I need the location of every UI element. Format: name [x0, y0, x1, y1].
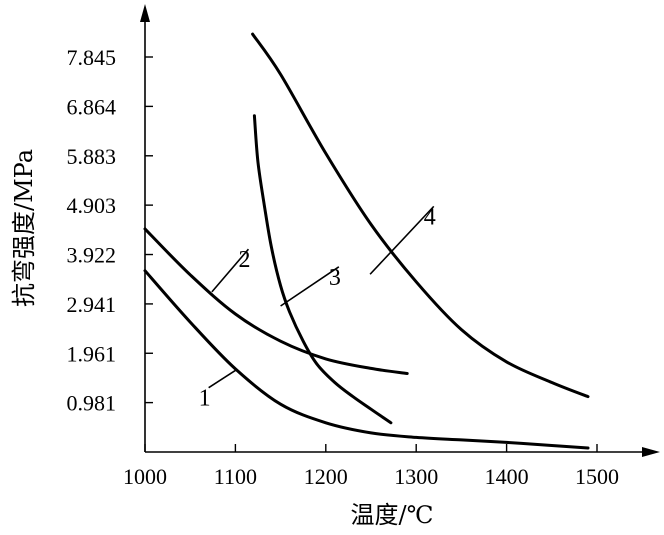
- curves: [143, 32, 590, 450]
- y-tick-label-5.883: 5.883: [67, 144, 117, 169]
- x-tick-label-1100: 1100: [214, 464, 257, 489]
- y-axis-title: 抗弯强度/MPa: [10, 149, 38, 307]
- leader-line-3: [280, 266, 340, 307]
- x-tick-label-1300: 1300: [394, 464, 438, 489]
- curve-label-3: 3: [329, 265, 341, 291]
- x-tick-label-1500: 1500: [575, 464, 619, 489]
- x-tick-label-1200: 1200: [304, 464, 348, 489]
- leader-line-1: [208, 369, 236, 389]
- curve-label-4: 4: [424, 204, 436, 230]
- y-tick-label-2.941: 2.941: [67, 292, 117, 317]
- curve-3: [252, 114, 393, 425]
- y-tick-label-6.864: 6.864: [67, 94, 117, 119]
- axis-ticks: 1000 1100 1200 1300 1400 1500 0.981 1.961 2.941 3…: [67, 45, 620, 489]
- y-axis-arrow: [140, 4, 150, 22]
- curve-labels: 1 2 3 4: [199, 204, 436, 411]
- y-tick-label-7.845: 7.845: [67, 45, 117, 70]
- x-axis-title: 温度/℃: [351, 501, 434, 529]
- leader-line-2: [211, 248, 250, 293]
- curve-2: [143, 227, 409, 375]
- x-tick-label-1400: 1400: [485, 464, 529, 489]
- y-tick-label-1.961: 1.961: [67, 341, 117, 366]
- curve-label-1: 1: [199, 386, 211, 412]
- curve-4: [251, 32, 590, 399]
- y-tick-label-4.903: 4.903: [67, 193, 117, 218]
- curve-1: [143, 269, 590, 450]
- x-axis-arrow: [642, 447, 660, 457]
- y-tick-label-3.922: 3.922: [67, 243, 117, 268]
- curve-label-2: 2: [238, 247, 250, 273]
- leader-line-4: [369, 205, 435, 275]
- x-tick-label-1000: 1000: [123, 464, 167, 489]
- y-tick-label-0.981: 0.981: [67, 391, 117, 416]
